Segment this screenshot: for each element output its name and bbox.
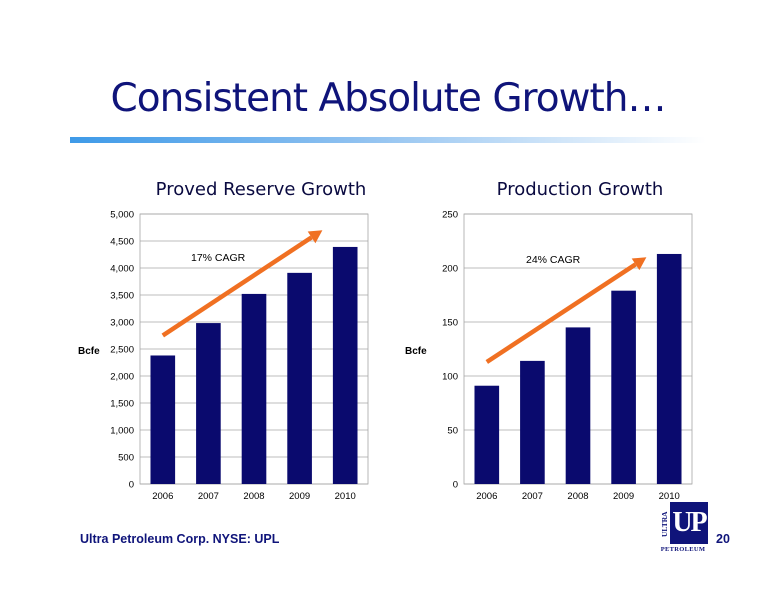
y-tick-label: 2,500	[110, 345, 134, 356]
logo-vertical-text: ULTRA	[660, 511, 669, 537]
x-tick-label: 2010	[659, 491, 680, 502]
bar-2008	[241, 293, 267, 484]
production-growth-chart: Production Growth Bcfe 0 50 100 150 200 250 20…	[405, 179, 693, 502]
x-tick-label: 2007	[198, 491, 219, 502]
y-tick-label: 150	[442, 318, 458, 329]
y-tick-label: 3,000	[110, 318, 134, 329]
logo-mark: UP	[670, 502, 708, 544]
y-tick-label: 4,500	[110, 237, 134, 248]
y-tick-label: 0	[129, 480, 134, 491]
x-tick-label: 2008	[567, 491, 588, 502]
trend-arrow-line	[485, 262, 637, 364]
y-tick-label: 0	[453, 480, 458, 491]
x-tick-label: 2008	[243, 491, 264, 502]
x-tick-label: 2006	[152, 491, 173, 502]
bar-2008	[565, 327, 591, 484]
x-tick-label: 2009	[613, 491, 634, 502]
page-number: 20	[716, 532, 730, 546]
y-tick-label: 500	[118, 453, 134, 464]
y-axis-label: Bcfe	[78, 346, 100, 357]
trend-arrow-head	[307, 230, 323, 244]
proved-reserve-growth-chart: Proved Reserve Growth Bcfe 0 500 1,000 1,50…	[78, 179, 369, 502]
y-tick-label: 1,500	[110, 399, 134, 410]
x-tick-label: 2006	[476, 491, 497, 502]
chart-title: Proved Reserve Growth	[156, 179, 367, 200]
footer-company: Ultra Petroleum Corp. NYSE: UPL	[80, 532, 280, 546]
y-tick-label: 200	[442, 264, 458, 275]
y-tick-label: 2,000	[110, 372, 134, 383]
x-tick-label: 2009	[289, 491, 310, 502]
bar-2009	[611, 290, 636, 484]
y-tick-label: 4,000	[110, 264, 134, 275]
y-tick-label: 100	[442, 372, 458, 383]
y-axis-label: Bcfe	[405, 346, 427, 357]
chart-title: Production Growth	[497, 179, 664, 200]
title-divider	[70, 137, 706, 143]
y-tick-label: 50	[447, 426, 458, 437]
x-tick-label: 2010	[335, 491, 356, 502]
y-tick-label: 3,500	[110, 291, 134, 302]
bar-2010	[332, 246, 358, 484]
logo-wordmark: PETROLEUM	[660, 546, 706, 553]
bar-2006	[150, 355, 176, 484]
x-tick-label: 2007	[522, 491, 543, 502]
cagr-annotation: 17% CAGR	[191, 252, 246, 264]
trend-arrow-line	[161, 235, 313, 338]
trend-arrow-head	[631, 257, 647, 271]
bar-2009	[287, 272, 312, 484]
slide-title: Consistent Absolute Growth…	[110, 76, 667, 121]
cagr-annotation: 24% CAGR	[526, 254, 581, 266]
bar-2010	[656, 253, 682, 484]
bar-2007	[520, 360, 545, 484]
bar-2007	[196, 323, 221, 484]
y-tick-label: 250	[442, 210, 458, 221]
y-tick-label: 1,000	[110, 426, 134, 437]
y-tick-label: 5,000	[110, 210, 134, 221]
ultra-petroleum-logo: ULTRA UP PETROLEUM	[658, 502, 708, 558]
bar-2006	[474, 385, 500, 484]
